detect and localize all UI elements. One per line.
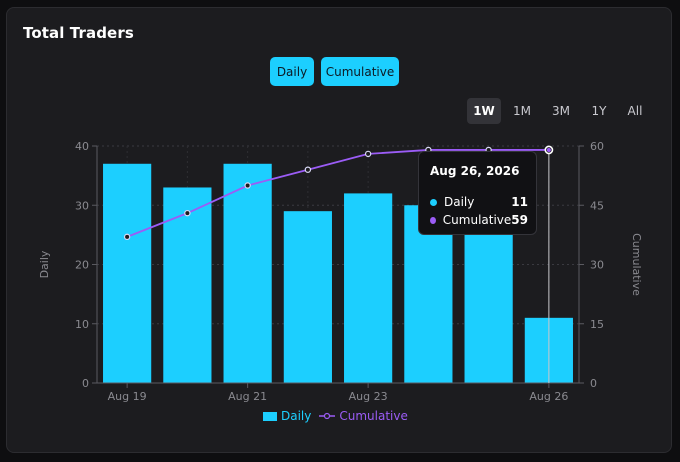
chart-tooltip: Aug 26, 2026 Daily 11 Cumulative 59 [418,151,537,235]
cumulative-point-active [546,147,551,152]
range-3m-tab[interactable]: 3M [552,104,570,118]
chart-legend: Daily Cumulative [263,409,408,423]
toggle-daily-button[interactable]: Daily [270,57,314,86]
cumulative-point [364,150,372,158]
axis-labels: 0 10 20 30 40 0 15 30 45 60 Aug 19 Aug 21 Aug 23 Aug … [38,140,643,403]
y-tick-label-left: 20 [75,259,89,272]
x-tick-label: Aug 23 [349,390,388,403]
daily-bar [163,187,212,383]
x-tick-label: Aug 19 [108,390,147,403]
daily-bar [344,193,393,383]
tooltip-cumulative-label: Cumulative [442,213,512,227]
tooltip-date: Aug 26, 2026 [430,164,520,178]
legend-daily-swatch-icon[interactable] [263,411,277,421]
tooltip-daily-label: Daily [444,195,475,209]
daily-bar [103,163,152,383]
daily-bar [283,211,332,383]
range-1w-tab[interactable]: 1W [467,98,501,124]
range-all-tab[interactable]: All [627,104,643,118]
chart-axes [92,145,584,388]
legend-cumulative-label[interactable]: Cumulative [339,409,408,423]
y-tick-label-right: 45 [590,199,604,212]
y-tick-label-right: 60 [590,140,604,153]
cumulative-polyline [126,149,549,238]
range-1y-tab[interactable]: 1Y [591,104,607,118]
cumulative-point [304,166,312,173]
daily-bar [223,163,272,383]
cumulative-point [184,209,191,217]
cumulative-point [123,233,131,241]
x-tick-label: Aug 21 [228,390,267,403]
y-tick-label-right: 30 [590,259,604,272]
range-1m-tab[interactable]: 1M [513,104,531,118]
y-tick-label-right: 0 [590,377,597,390]
tooltip-cumulative-value: 59 [511,213,528,227]
legend-daily-label[interactable]: Daily [281,409,312,423]
cumulative-line [123,145,554,383]
y-tick-label-left: 30 [75,199,89,212]
tooltip-row-daily: Daily 11 [430,195,528,209]
tooltip-daily-value: 11 [511,195,528,209]
y-axis-title-right: Cumulative [630,233,643,296]
y-tick-label-left: 0 [82,377,89,390]
daily-dot-icon [430,198,437,206]
y-tick-label-right: 15 [590,318,604,331]
card-title: Total Traders [23,24,134,42]
toggle-cumulative-button[interactable]: Cumulative [321,57,399,86]
y-axis-title-left: Daily [38,250,51,278]
legend-cumulative-line-icon[interactable] [319,412,336,420]
tooltip-row-cumulative: Cumulative 59 [430,213,528,227]
y-tick-label-left: 40 [75,140,89,153]
y-tick-label-left: 10 [75,318,89,331]
cumulative-point [244,182,251,189]
x-tick-label: Aug 26 [529,390,568,403]
cumulative-dot-icon [430,216,436,224]
